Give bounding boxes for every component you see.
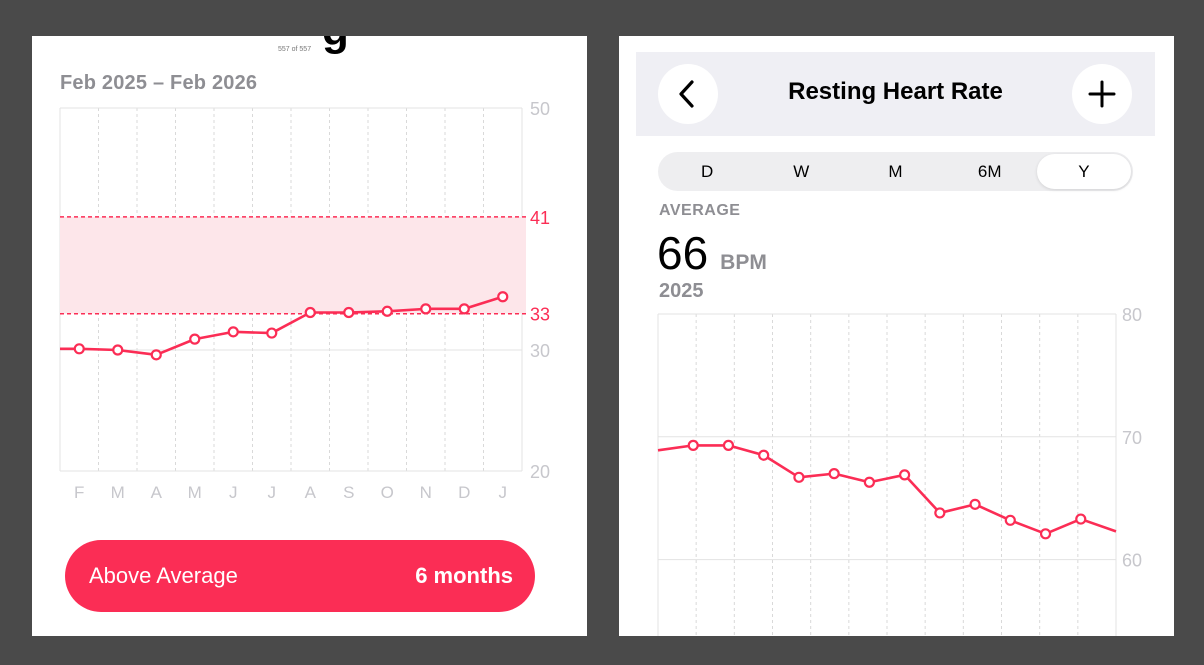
data-point — [227, 326, 239, 338]
data-point — [899, 469, 911, 481]
data-point — [497, 291, 509, 303]
data-point — [793, 471, 805, 483]
data-point — [381, 305, 393, 317]
y-tick-label: 30 — [530, 341, 550, 361]
average-value: 66 BPM — [657, 226, 767, 280]
data-point — [266, 327, 278, 339]
cutoff-title-glyph: g — [322, 36, 346, 56]
page-title: Resting Heart Rate — [788, 78, 1003, 105]
x-tick-label: N — [420, 483, 432, 502]
average-number: 66 — [657, 227, 709, 279]
date-range: Feb 2025 – Feb 2026 — [60, 72, 258, 94]
left-panel: 557 of 557 g Feb 2025 – Feb 2026 20 30 50 4… — [32, 36, 587, 636]
segment-m[interactable]: M — [888, 161, 903, 181]
data-point — [458, 303, 470, 315]
data-point — [969, 498, 981, 510]
left-chart[interactable]: 20 30 50 41 33 F M A M J J A S O N D J — [32, 36, 587, 516]
record-count: 557 of 557 — [278, 46, 312, 53]
data-point — [828, 468, 840, 480]
data-point — [1075, 513, 1087, 525]
band-low-label: 33 — [530, 305, 550, 325]
band-high-label: 41 — [530, 208, 550, 228]
data-point — [722, 439, 735, 451]
x-tick-label: A — [305, 483, 317, 502]
x-tick-label: J — [268, 483, 277, 502]
data-point — [1004, 514, 1016, 526]
data-point — [189, 333, 201, 345]
y-tick-label: 20 — [530, 462, 550, 482]
right-chart[interactable]: 60 70 80 — [619, 36, 1174, 636]
x-tick-label: D — [458, 483, 470, 502]
average-label: AVERAGE — [659, 202, 741, 219]
average-unit: BPM — [720, 251, 767, 274]
plus-icon — [1088, 80, 1116, 108]
summary-value: 6 months — [415, 563, 513, 588]
x-tick-label: M — [111, 483, 125, 502]
y-tick-label: 80 — [1122, 305, 1142, 325]
data-point — [420, 303, 432, 315]
time-range-segmented-control: D W M 6M Y — [658, 152, 1133, 191]
data-point — [150, 349, 162, 361]
data-point — [758, 449, 770, 461]
x-tick-label: F — [74, 483, 84, 502]
average-year: 2025 — [659, 280, 704, 302]
x-tick-label: M — [188, 483, 202, 502]
back-button[interactable] — [658, 64, 718, 124]
segment-w[interactable]: W — [793, 161, 810, 181]
data-point — [343, 306, 355, 319]
data-point — [863, 476, 875, 488]
segment-6m[interactable]: 6M — [977, 161, 1002, 181]
cutoff-title: g — [322, 36, 346, 66]
data-point — [73, 343, 85, 355]
summary-label: Above Average — [89, 563, 238, 588]
chevron-left-icon — [679, 80, 694, 108]
y-tick-label: 70 — [1122, 428, 1142, 448]
data-point — [112, 344, 124, 356]
segment-d[interactable]: D — [700, 161, 714, 181]
data-point — [687, 439, 699, 451]
data-line — [657, 444, 1117, 536]
x-tick-label: O — [381, 483, 394, 502]
x-tick-label: J — [229, 483, 238, 502]
x-tick-label: S — [343, 483, 354, 502]
above-average-summary[interactable]: Above Average 6 months — [65, 540, 535, 612]
x-tick-label: A — [151, 483, 163, 502]
data-point — [304, 306, 316, 319]
y-tick-label: 50 — [530, 99, 550, 119]
y-tick-label: 60 — [1122, 551, 1142, 571]
data-point — [934, 507, 946, 519]
nav-bar: Resting Heart Rate — [636, 52, 1155, 136]
x-tick-label: J — [499, 483, 508, 502]
right-panel: Resting Heart Rate D W M 6M Y AVERAGE 66 BPM… — [619, 36, 1174, 636]
data-point — [1039, 528, 1052, 540]
segment-y[interactable]: Y — [1036, 154, 1132, 189]
average-band — [60, 216, 526, 314]
add-button[interactable] — [1072, 64, 1132, 124]
